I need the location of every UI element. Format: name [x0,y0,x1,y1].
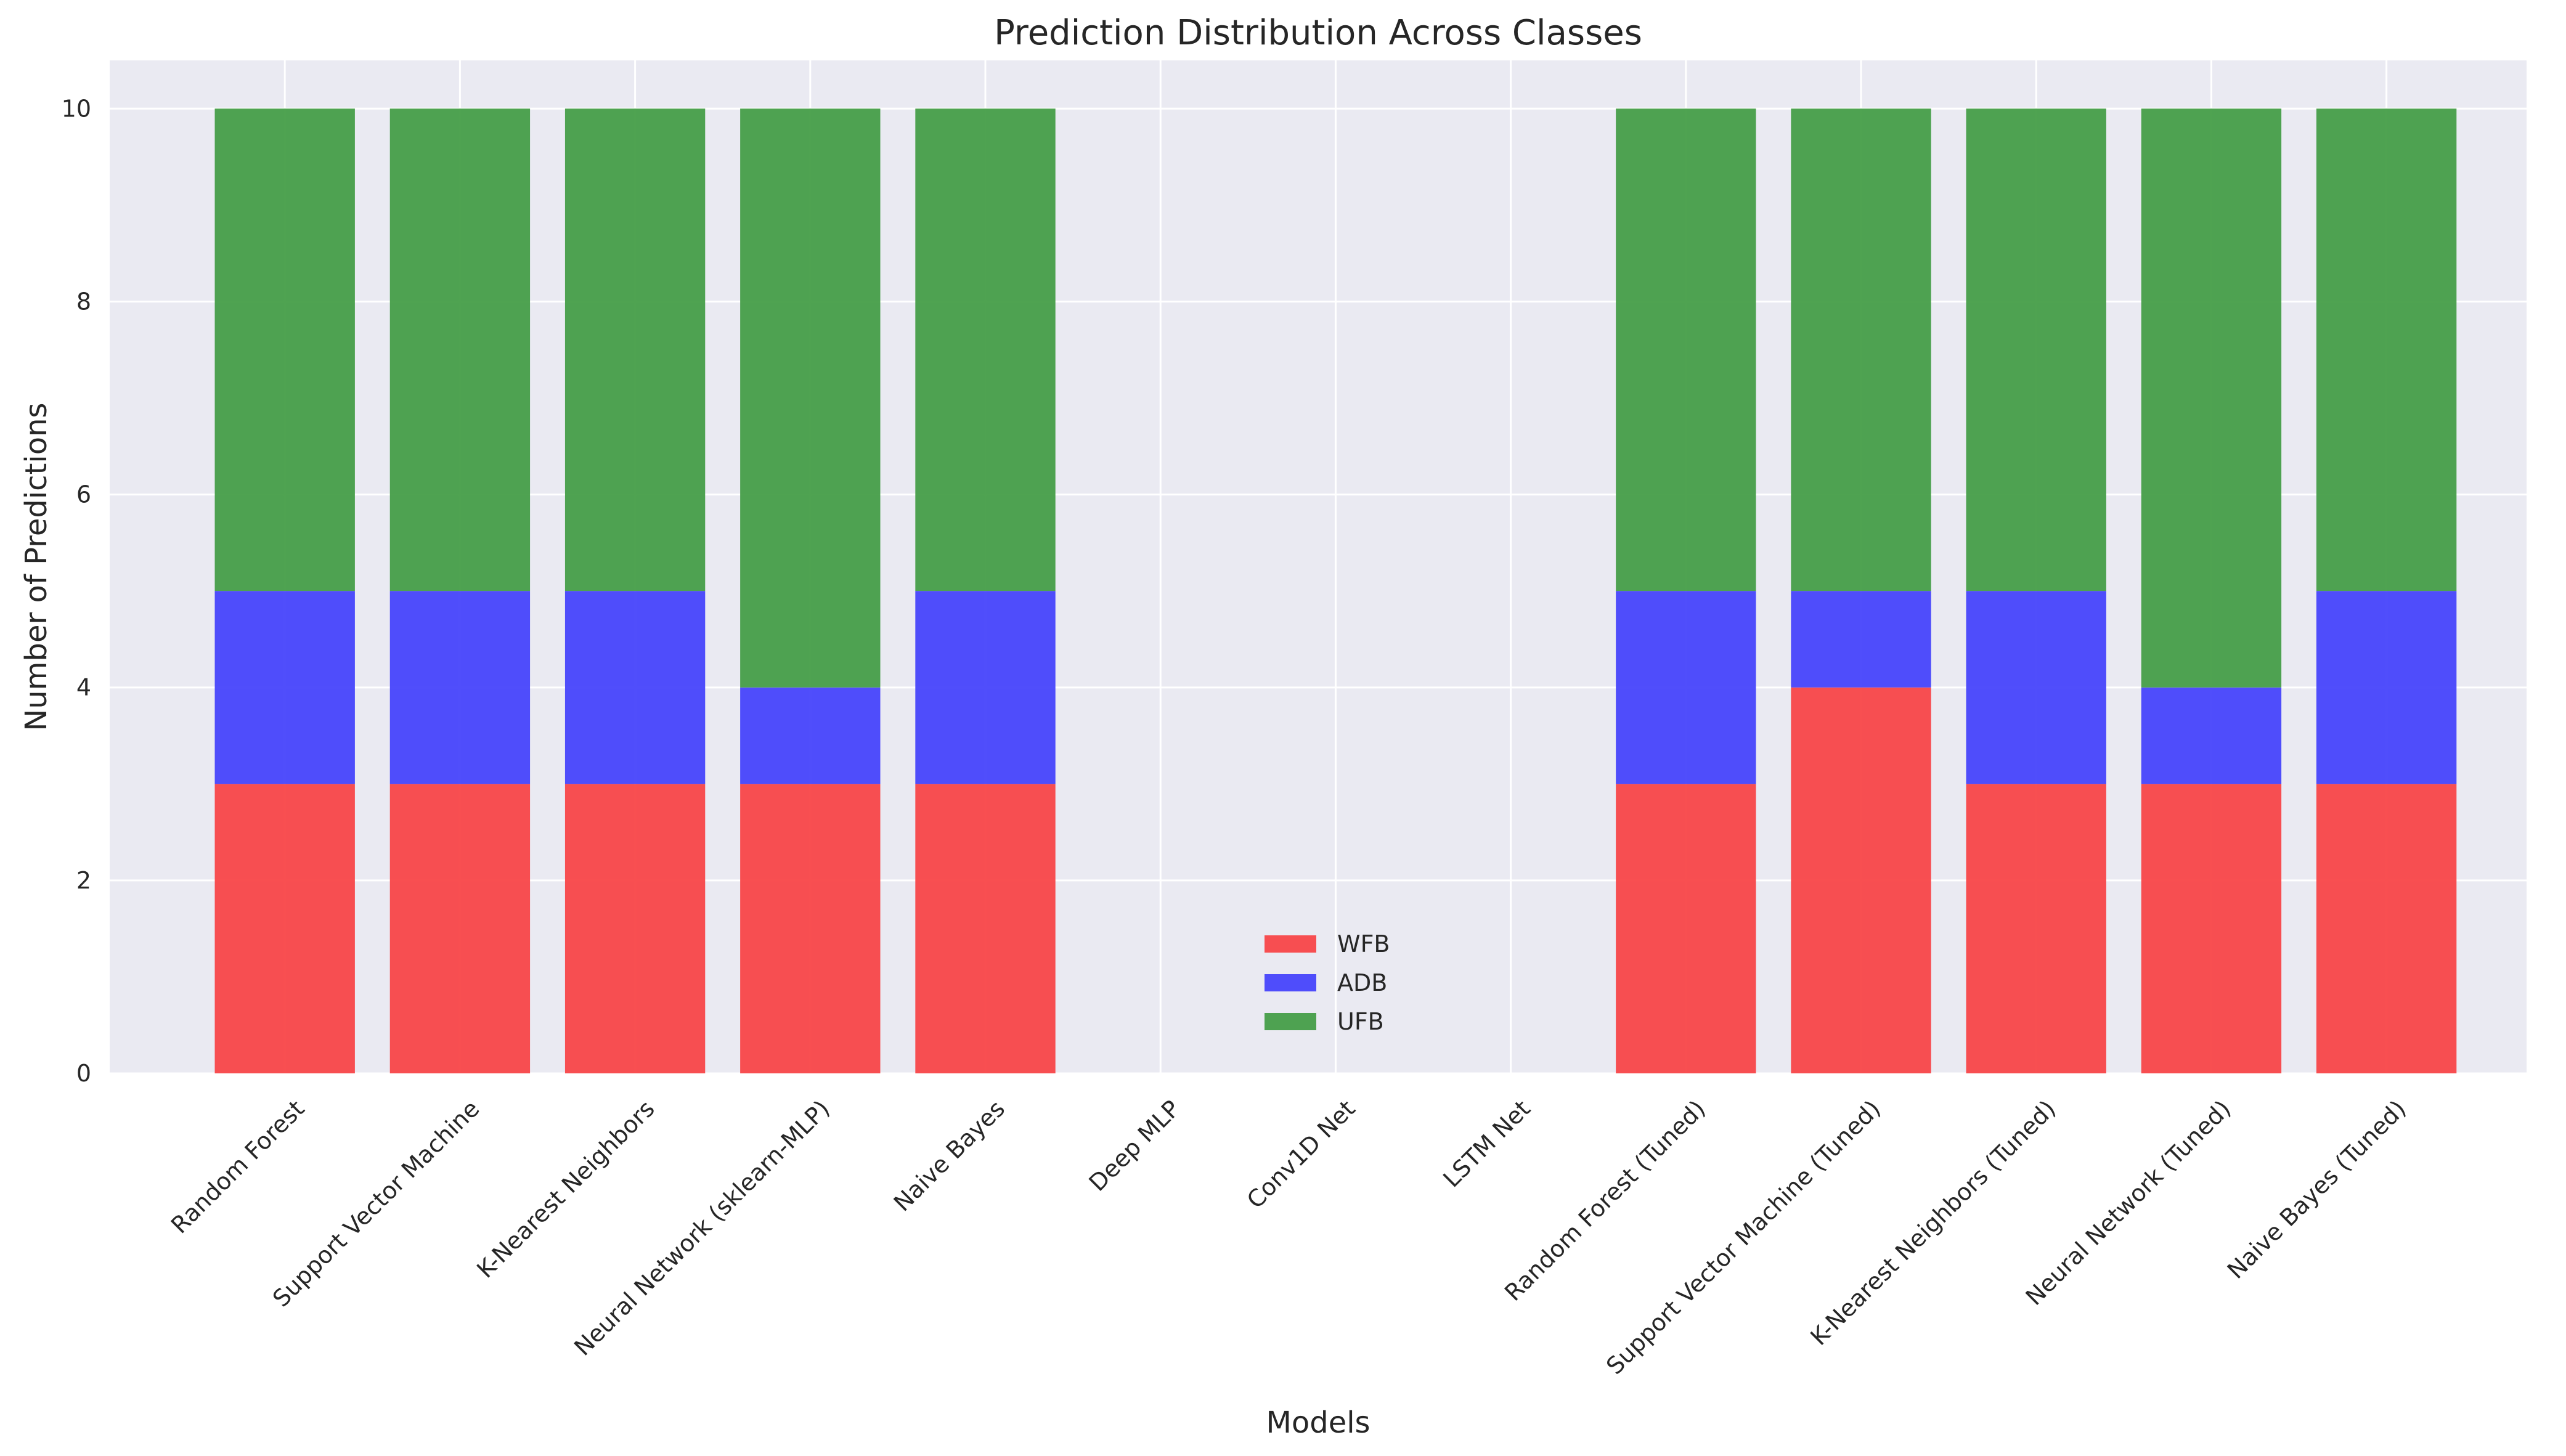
bar-wfb [1791,687,1931,1073]
bar-ufb [564,108,706,592]
legend-swatch-adb [1265,974,1316,991]
bar-adb [564,591,706,784]
y-tick-label: 4 [76,674,91,701]
bar-wfb [2316,784,2457,1073]
y-tick-label: 8 [76,288,91,315]
bar-ufb [1616,108,1756,592]
bar-wfb [214,784,355,1073]
y-axis-label: Number of Predictions [19,402,54,731]
bar-adb [2316,591,2457,784]
bar-adb [389,591,531,784]
bar-adb [740,687,881,784]
legend-swatch-wfb [1265,935,1316,953]
y-tick-label: 10 [62,95,91,122]
bar-ufb [1966,108,2106,592]
legend-label-wfb: WFB [1337,930,1390,958]
bar-wfb [2141,784,2282,1073]
legend-swatch-ufb [1265,1013,1316,1030]
bar-adb [214,591,355,784]
chart-title: Prediction Distribution Across Classes [994,13,1642,53]
bar-adb [1966,591,2106,784]
bar-ufb [1791,108,1931,592]
bar-adb [2141,687,2282,784]
bar-ufb [740,108,881,688]
legend: WFB ADB UFB [1265,930,1390,1035]
bar-ufb [389,108,531,592]
bar-ufb [915,108,1056,592]
bar-wfb [915,784,1056,1073]
bar-ufb [2316,108,2457,592]
x-axis-label: Models [1266,1405,1370,1440]
legend-label-adb: ADB [1337,969,1387,996]
y-tick-label: 2 [76,867,91,894]
legend-label-ufb: UFB [1337,1008,1384,1035]
bar-wfb [740,784,881,1073]
bar-adb [1791,591,1931,688]
y-tick-label: 6 [76,481,91,508]
bar-wfb [1616,784,1756,1073]
bars [214,108,2457,1073]
bar-adb [1616,591,1756,784]
bar-wfb [564,784,706,1073]
bar-wfb [1966,784,2106,1073]
bar-ufb [214,108,355,592]
bar-wfb [389,784,531,1073]
bar-ufb [2141,108,2282,688]
y-tick-label: 0 [76,1060,91,1087]
bar-adb [915,591,1056,784]
